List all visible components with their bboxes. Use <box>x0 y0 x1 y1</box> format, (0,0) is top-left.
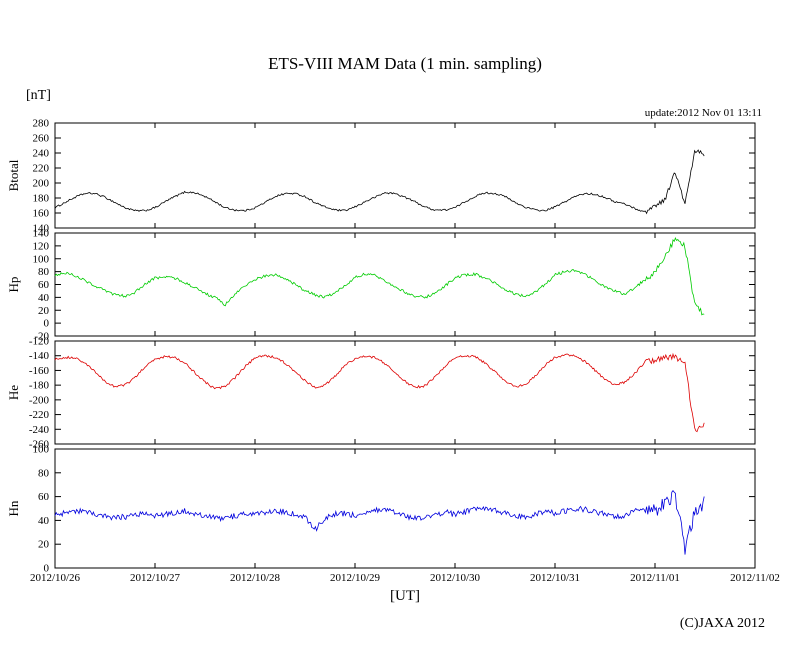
y-tick-label: 160 <box>33 208 50 220</box>
panel-border <box>54 448 756 569</box>
x-tick-label: 2012/11/01 <box>630 572 680 584</box>
y-tick-label: -200 <box>29 394 50 406</box>
x-tick-label: 2012/10/26 <box>30 572 81 584</box>
y-tick-label: -220 <box>29 409 50 421</box>
y-tick-label: 100 <box>33 444 50 456</box>
y-tick-label: 40 <box>38 292 50 304</box>
y-tick-label: 80 <box>38 266 50 278</box>
x-tick-label: 2012/11/02 <box>730 572 780 584</box>
y-tick-label: 220 <box>33 163 50 175</box>
x-axis-label: [UT] <box>390 588 420 604</box>
y-tick-label: 140 <box>33 223 50 235</box>
y-tick-label: 60 <box>38 279 50 291</box>
y-tick-label: -140 <box>29 350 50 362</box>
y-axis-unit-label: [nT] <box>26 88 51 103</box>
y-tick-label: -160 <box>29 365 50 377</box>
panel-border <box>54 232 756 337</box>
y-tick-label: 240 <box>33 148 50 160</box>
panel-label-hp: Hp <box>6 277 21 293</box>
panel-hn: 0 20 40 60 80 100 Hn <box>6 444 756 575</box>
panel-border <box>54 122 756 229</box>
update-timestamp: update:2012 Nov 01 13:11 <box>644 107 762 119</box>
y-tick-label: -20 <box>34 331 49 343</box>
series-hn <box>54 489 705 555</box>
y-tick-label: -180 <box>29 380 50 392</box>
y-tick-label: 80 <box>38 467 50 479</box>
panel-label-he: He <box>6 385 21 400</box>
chart-title: ETS-VIII MAM Data (1 min. sampling) <box>268 54 542 73</box>
y-tick-label: 180 <box>33 193 50 205</box>
x-tick-label: 2012/10/31 <box>530 572 580 584</box>
y-tick-label: 260 <box>33 133 50 145</box>
y-tick-label: 60 <box>38 491 50 503</box>
y-tick-label: 0 <box>44 563 50 575</box>
x-tick-label: 2012/10/28 <box>230 572 281 584</box>
y-tick-label: -260 <box>29 439 50 451</box>
y-tick-label: 20 <box>38 539 50 551</box>
copyright-label: (C)JAXA 2012 <box>679 616 765 631</box>
y-tick-label: 20 <box>38 305 50 317</box>
panel-label-hn: Hn <box>6 500 21 516</box>
x-tick-label: 2012/10/30 <box>430 572 481 584</box>
series-he <box>54 352 705 433</box>
x-tick-label: 2012/10/29 <box>330 572 381 584</box>
panel-btotal: 140 160 180 200 220 240 260 280 Btotal <box>6 118 756 235</box>
y-tick-label: 200 <box>33 178 50 190</box>
y-tick-label: 280 <box>33 118 50 130</box>
y-tick-label: 140 <box>33 228 50 240</box>
y-tick-label: -240 <box>29 424 50 436</box>
series-btotal <box>54 149 705 215</box>
panel-he: -260 -240 -220 -200 -180 -160 -140 -120 He <box>6 336 756 451</box>
x-tick-label: 2012/10/27 <box>130 572 181 584</box>
panel-label-btotal: Btotal <box>6 159 21 191</box>
x-tick-labels: 2012/10/26 2012/10/27 2012/10/28 2012/10/29… <box>30 572 780 584</box>
panel-border <box>54 340 756 445</box>
series-hp <box>54 236 705 316</box>
y-tick-label: 120 <box>33 240 50 252</box>
y-tick-label: 0 <box>44 318 50 330</box>
y-tick-label: -120 <box>29 336 50 348</box>
y-tick-label: 100 <box>33 253 50 265</box>
y-tick-label: 40 <box>38 515 50 527</box>
